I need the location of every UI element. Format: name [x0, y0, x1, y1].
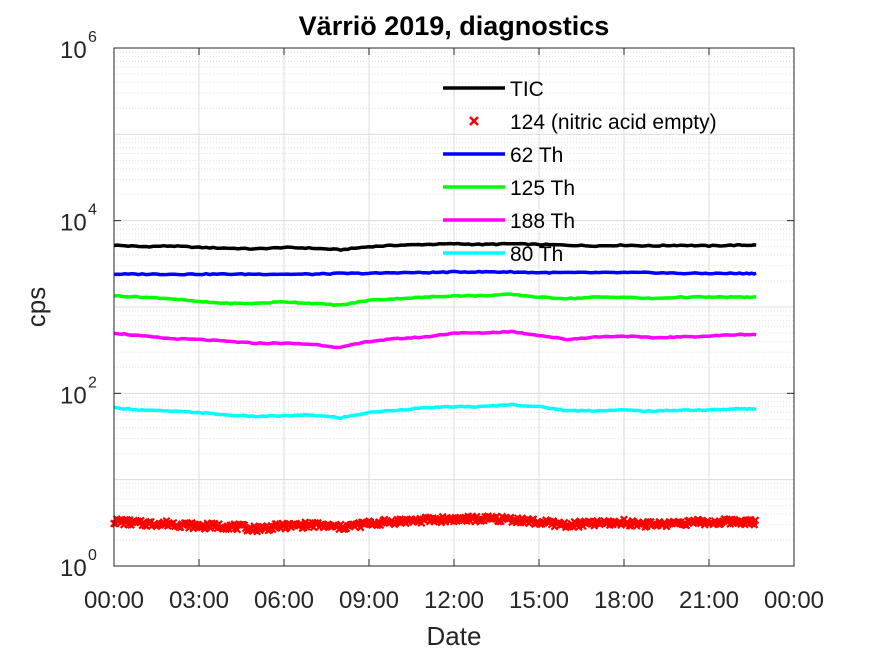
series-125: [113, 292, 757, 307]
legend-label: 125 Th: [510, 177, 575, 200]
y-tick-base: 10: [60, 382, 87, 409]
y-tick-exponent: 4: [88, 202, 97, 219]
series-62: [113, 269, 757, 277]
y-tick-exponent: 6: [88, 29, 97, 46]
x-tick-label: 00:00: [84, 587, 144, 614]
y-tick-exponent: 0: [88, 547, 97, 564]
legend: TIC 124 (nitric acid empty) 62 Th 125 Th 188…: [443, 78, 717, 266]
legend-entry: 80 Th: [443, 243, 563, 266]
x-tick-label: 09:00: [339, 587, 399, 614]
x-tick-label: 00:00: [764, 587, 824, 614]
plot-area: [110, 47, 795, 567]
x-tick-label: 06:00: [254, 587, 314, 614]
series-188: [113, 329, 757, 350]
legend-label: 188 Th: [510, 210, 575, 233]
legend-label: 124 (nitric acid empty): [510, 111, 717, 134]
y-tick-label: 10 6: [60, 29, 97, 64]
series-group: [110, 241, 760, 536]
legend-label: 62 Th: [510, 144, 563, 167]
x-axis-label: Date: [427, 621, 482, 651]
legend-swatch: [469, 116, 479, 126]
legend-label: TIC: [510, 78, 544, 101]
y-tick-label: 10 0: [60, 547, 97, 582]
series-line: [113, 241, 757, 252]
legend-entry: 62 Th: [443, 144, 563, 167]
y-tick-base: 10: [60, 555, 87, 582]
x-tick-labels: 00:00 03:00 06:00 09:00 12:00 15:00 18:00 21:00…: [84, 587, 824, 614]
x-tick-label: 03:00: [169, 587, 229, 614]
y-tick-base: 10: [60, 37, 87, 64]
legend-entry: 125 Th: [443, 177, 575, 200]
series-80: [113, 402, 757, 421]
legend-label: 80 Th: [510, 243, 563, 266]
series-line: [113, 292, 757, 307]
series-124: [110, 512, 760, 536]
x-tick-label: 21:00: [679, 587, 739, 614]
ticks: [113, 47, 795, 567]
x-tick-label: 12:00: [424, 587, 484, 614]
series-line: [113, 402, 757, 421]
series-line: [113, 269, 757, 277]
chart-title: Värriö 2019, diagnostics: [299, 11, 610, 41]
y-axis-label: cps: [21, 287, 51, 327]
legend-entry: TIC: [443, 78, 544, 101]
series-line: [113, 329, 757, 350]
y-tick-exponent: 2: [88, 374, 97, 391]
y-tick-label: 10 4: [60, 202, 97, 237]
series-tic: [113, 241, 757, 252]
legend-entry: 124 (nitric acid empty): [469, 111, 717, 134]
y-tick-base: 10: [60, 210, 87, 237]
series-marker: [751, 516, 760, 525]
x-tick-label: 18:00: [594, 587, 654, 614]
x-tick-label: 15:00: [509, 587, 569, 614]
legend-entry: 188 Th: [443, 210, 575, 233]
y-tick-label: 10 2: [60, 374, 97, 409]
